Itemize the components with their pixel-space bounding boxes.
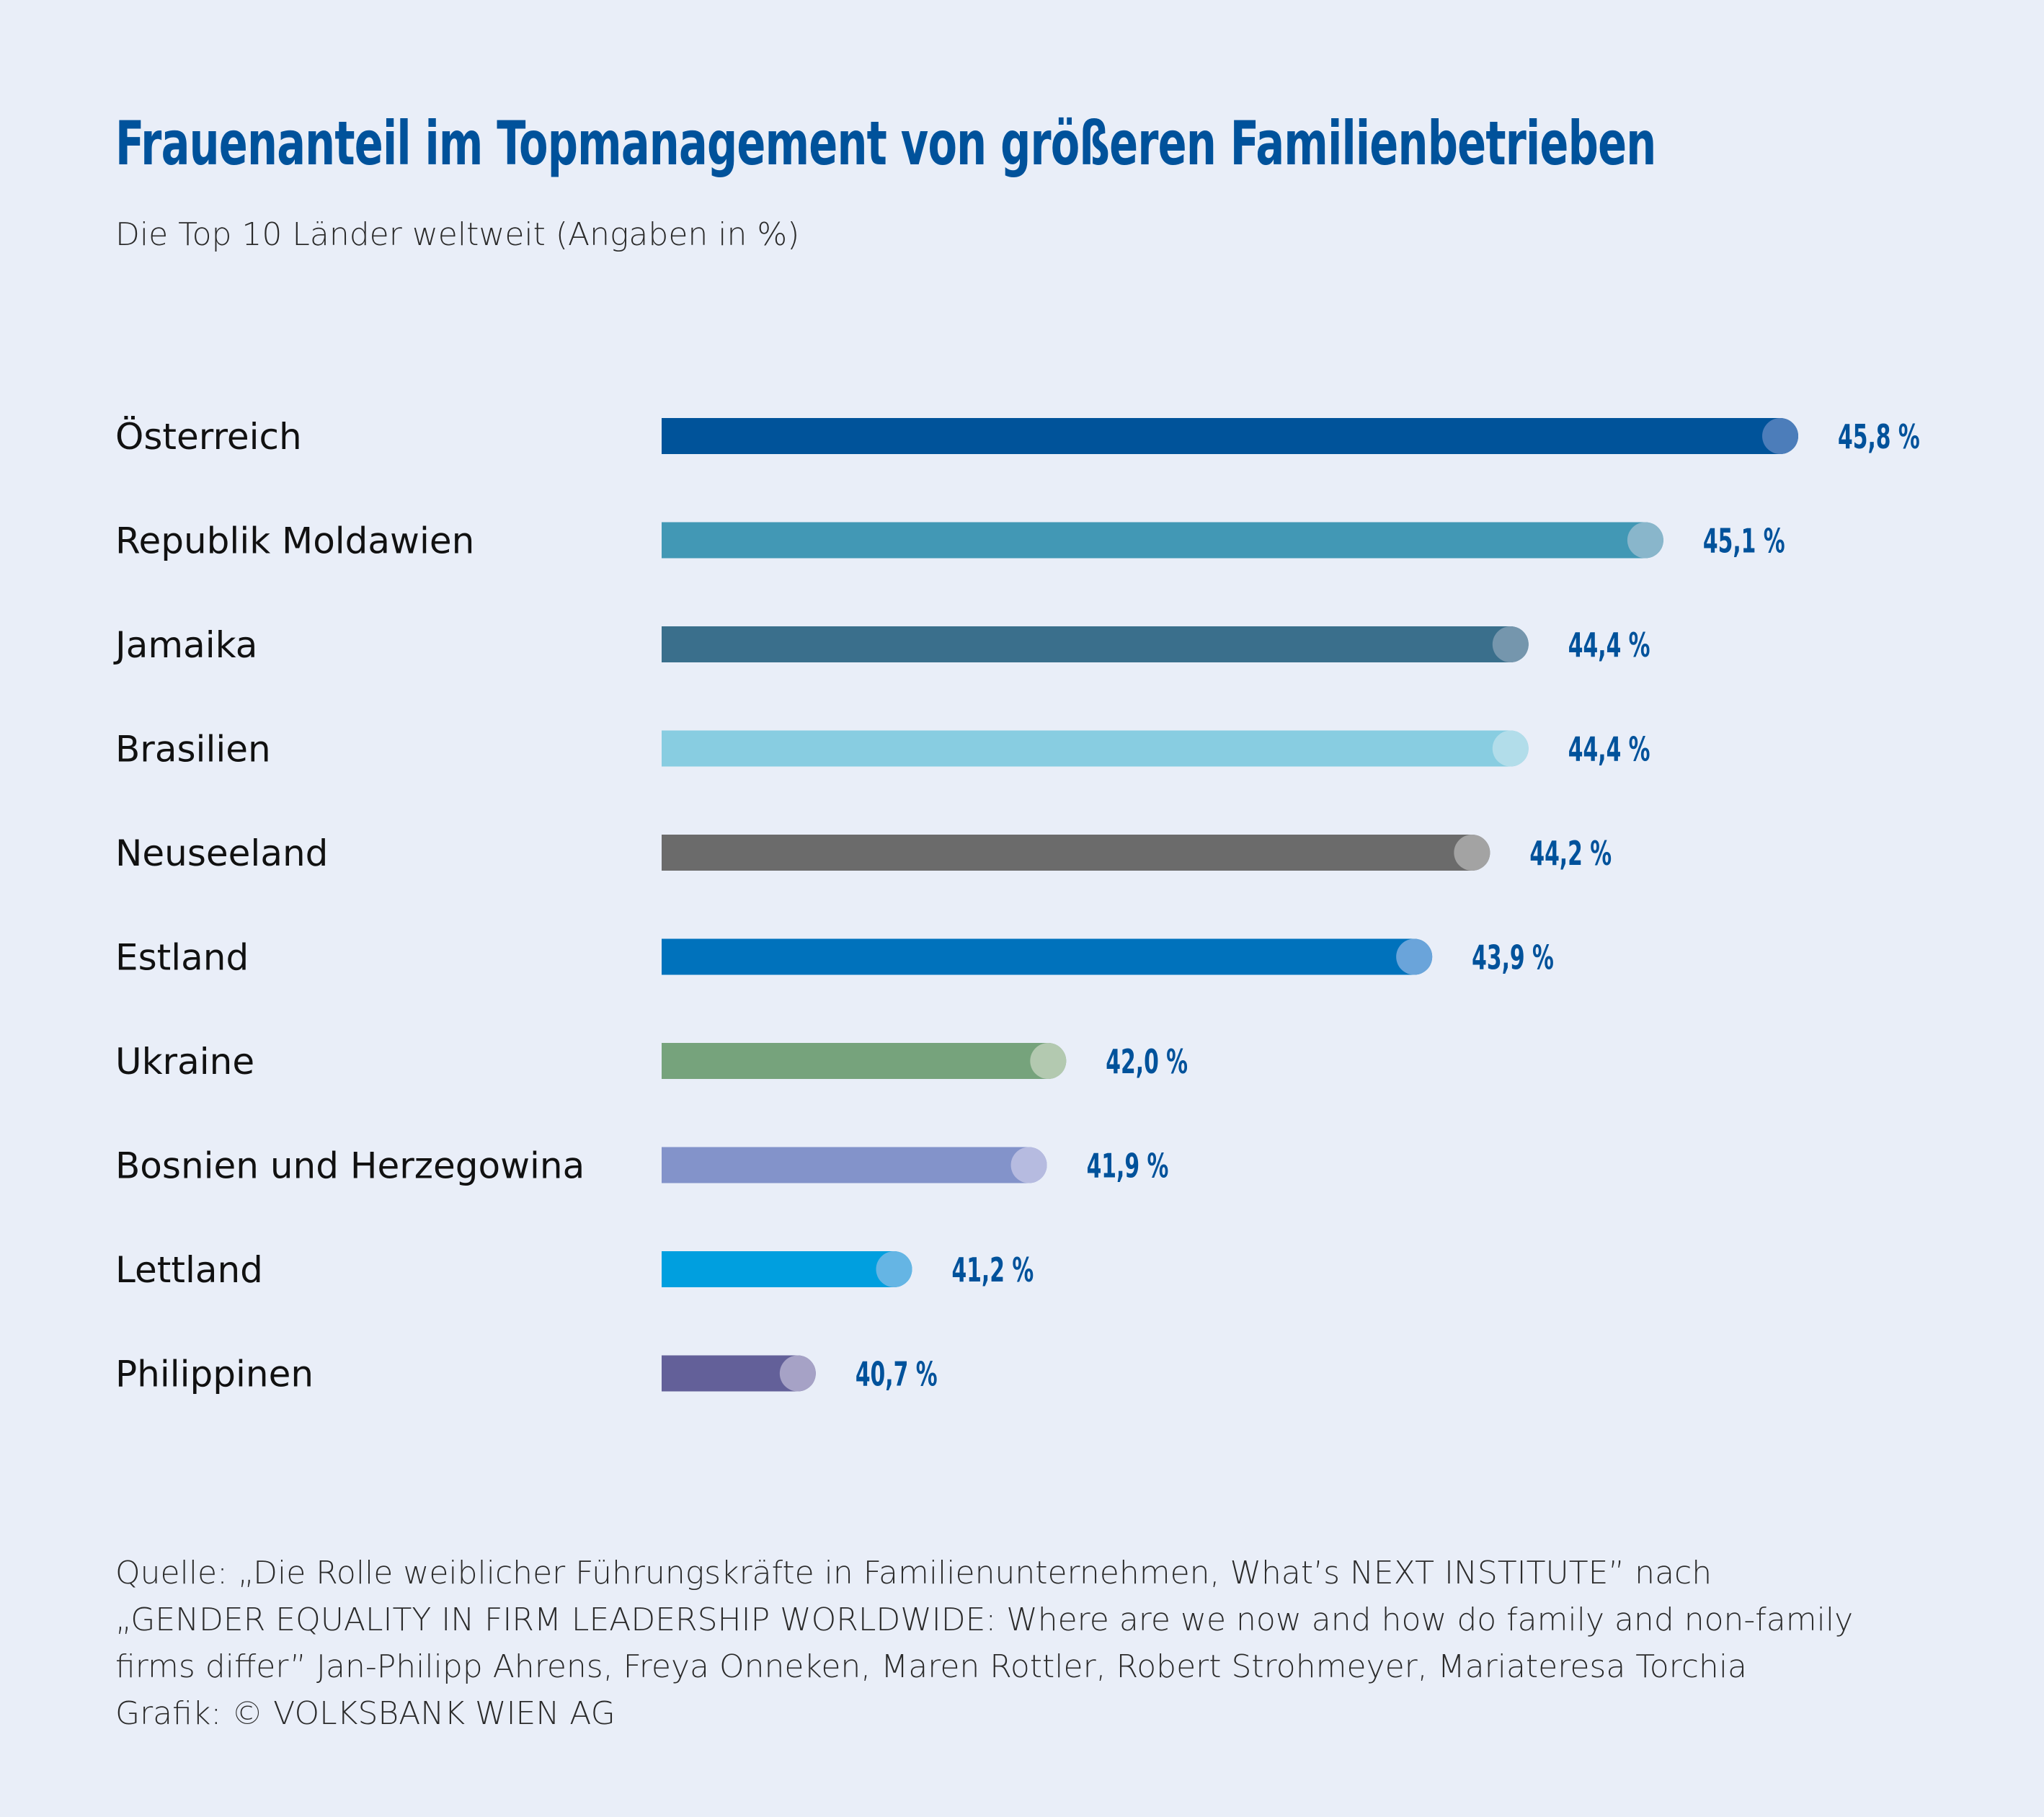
category-label: Neuseeland [115, 832, 328, 874]
bar-end-cap [1030, 1043, 1067, 1079]
bar-end-cap [1010, 1147, 1047, 1183]
bar-end-cap [1492, 626, 1529, 662]
bar-end-cap [1396, 938, 1433, 975]
bar [662, 938, 1433, 975]
bar-end-cap [1492, 730, 1529, 767]
value-label: 43,9 % [1472, 939, 1554, 977]
bar [662, 1147, 1047, 1183]
bar-row: Neuseeland 44,2 % [115, 832, 1612, 874]
bar-row: Philippinen 40,7 % [115, 1354, 938, 1395]
source-line: firms differ” Jan-Philipp Ahrens, Freya … [115, 1648, 1748, 1685]
bar [662, 418, 1798, 454]
category-label: Brasilien [115, 729, 271, 770]
category-label: Bosnien und Herzegowina [115, 1145, 585, 1187]
bar-row: Estland 43,9 % [115, 937, 1554, 979]
bar-row: Bosnien und Herzegowina 41,9 % [115, 1145, 1168, 1187]
value-label: 41,9 % [1087, 1147, 1169, 1186]
bar-end-cap [876, 1251, 912, 1287]
bar-row: Brasilien 44,4 % [115, 729, 1650, 770]
category-label: Estland [115, 937, 249, 979]
bar-end-cap [1454, 835, 1490, 871]
bar-row: Ukraine 42,0 % [115, 1041, 1188, 1083]
value-label: 44,4 % [1568, 731, 1650, 769]
value-label: 44,4 % [1568, 627, 1650, 665]
value-label: 42,0 % [1106, 1044, 1188, 1082]
category-label: Philippinen [115, 1354, 314, 1395]
category-label: Österreich [115, 416, 302, 458]
bar [662, 1043, 1067, 1079]
source-line: Grafik: © VOLKSBANK WIEN AG [115, 1695, 616, 1732]
category-label: Lettland [115, 1249, 263, 1291]
value-label: 40,7 % [856, 1356, 938, 1394]
bar-row: Republik Moldawien 45,1 % [115, 520, 1785, 562]
bar-row: Lettland 41,2 % [115, 1249, 1034, 1291]
value-label: 45,1 % [1703, 523, 1785, 561]
source-line: Quelle: „Die Rolle weiblicher Führungskr… [115, 1555, 1712, 1591]
chart-title: Frauenanteil im Topmanagement von größer… [115, 108, 1656, 179]
bar [662, 626, 1529, 662]
chart-subtitle: Die Top 10 Länder weltweit (Angaben in %… [115, 216, 800, 253]
bar-end-cap [1762, 418, 1798, 454]
bar-row: Jamaika 44,4 % [113, 624, 1650, 666]
bar [662, 1251, 912, 1287]
source-note: Quelle: „Die Rolle weiblicher Führungskr… [115, 1550, 1853, 1737]
value-label: 44,2 % [1529, 835, 1612, 874]
bar [662, 730, 1529, 767]
category-label: Republik Moldawien [115, 520, 474, 562]
bar [662, 1355, 816, 1392]
bar-row: Österreich 45,8 % [115, 416, 1920, 458]
bar [662, 835, 1490, 871]
category-label: Jamaika [113, 624, 257, 666]
value-label: 45,8 % [1838, 419, 1920, 457]
category-label: Ukraine [115, 1041, 254, 1083]
bar [662, 522, 1663, 559]
bar-end-cap [1627, 522, 1663, 559]
value-label: 41,2 % [951, 1252, 1034, 1290]
source-line: „GENDER EQUALITY IN FIRM LEADERSHIP WORL… [115, 1601, 1854, 1638]
bar-end-cap [779, 1355, 816, 1392]
